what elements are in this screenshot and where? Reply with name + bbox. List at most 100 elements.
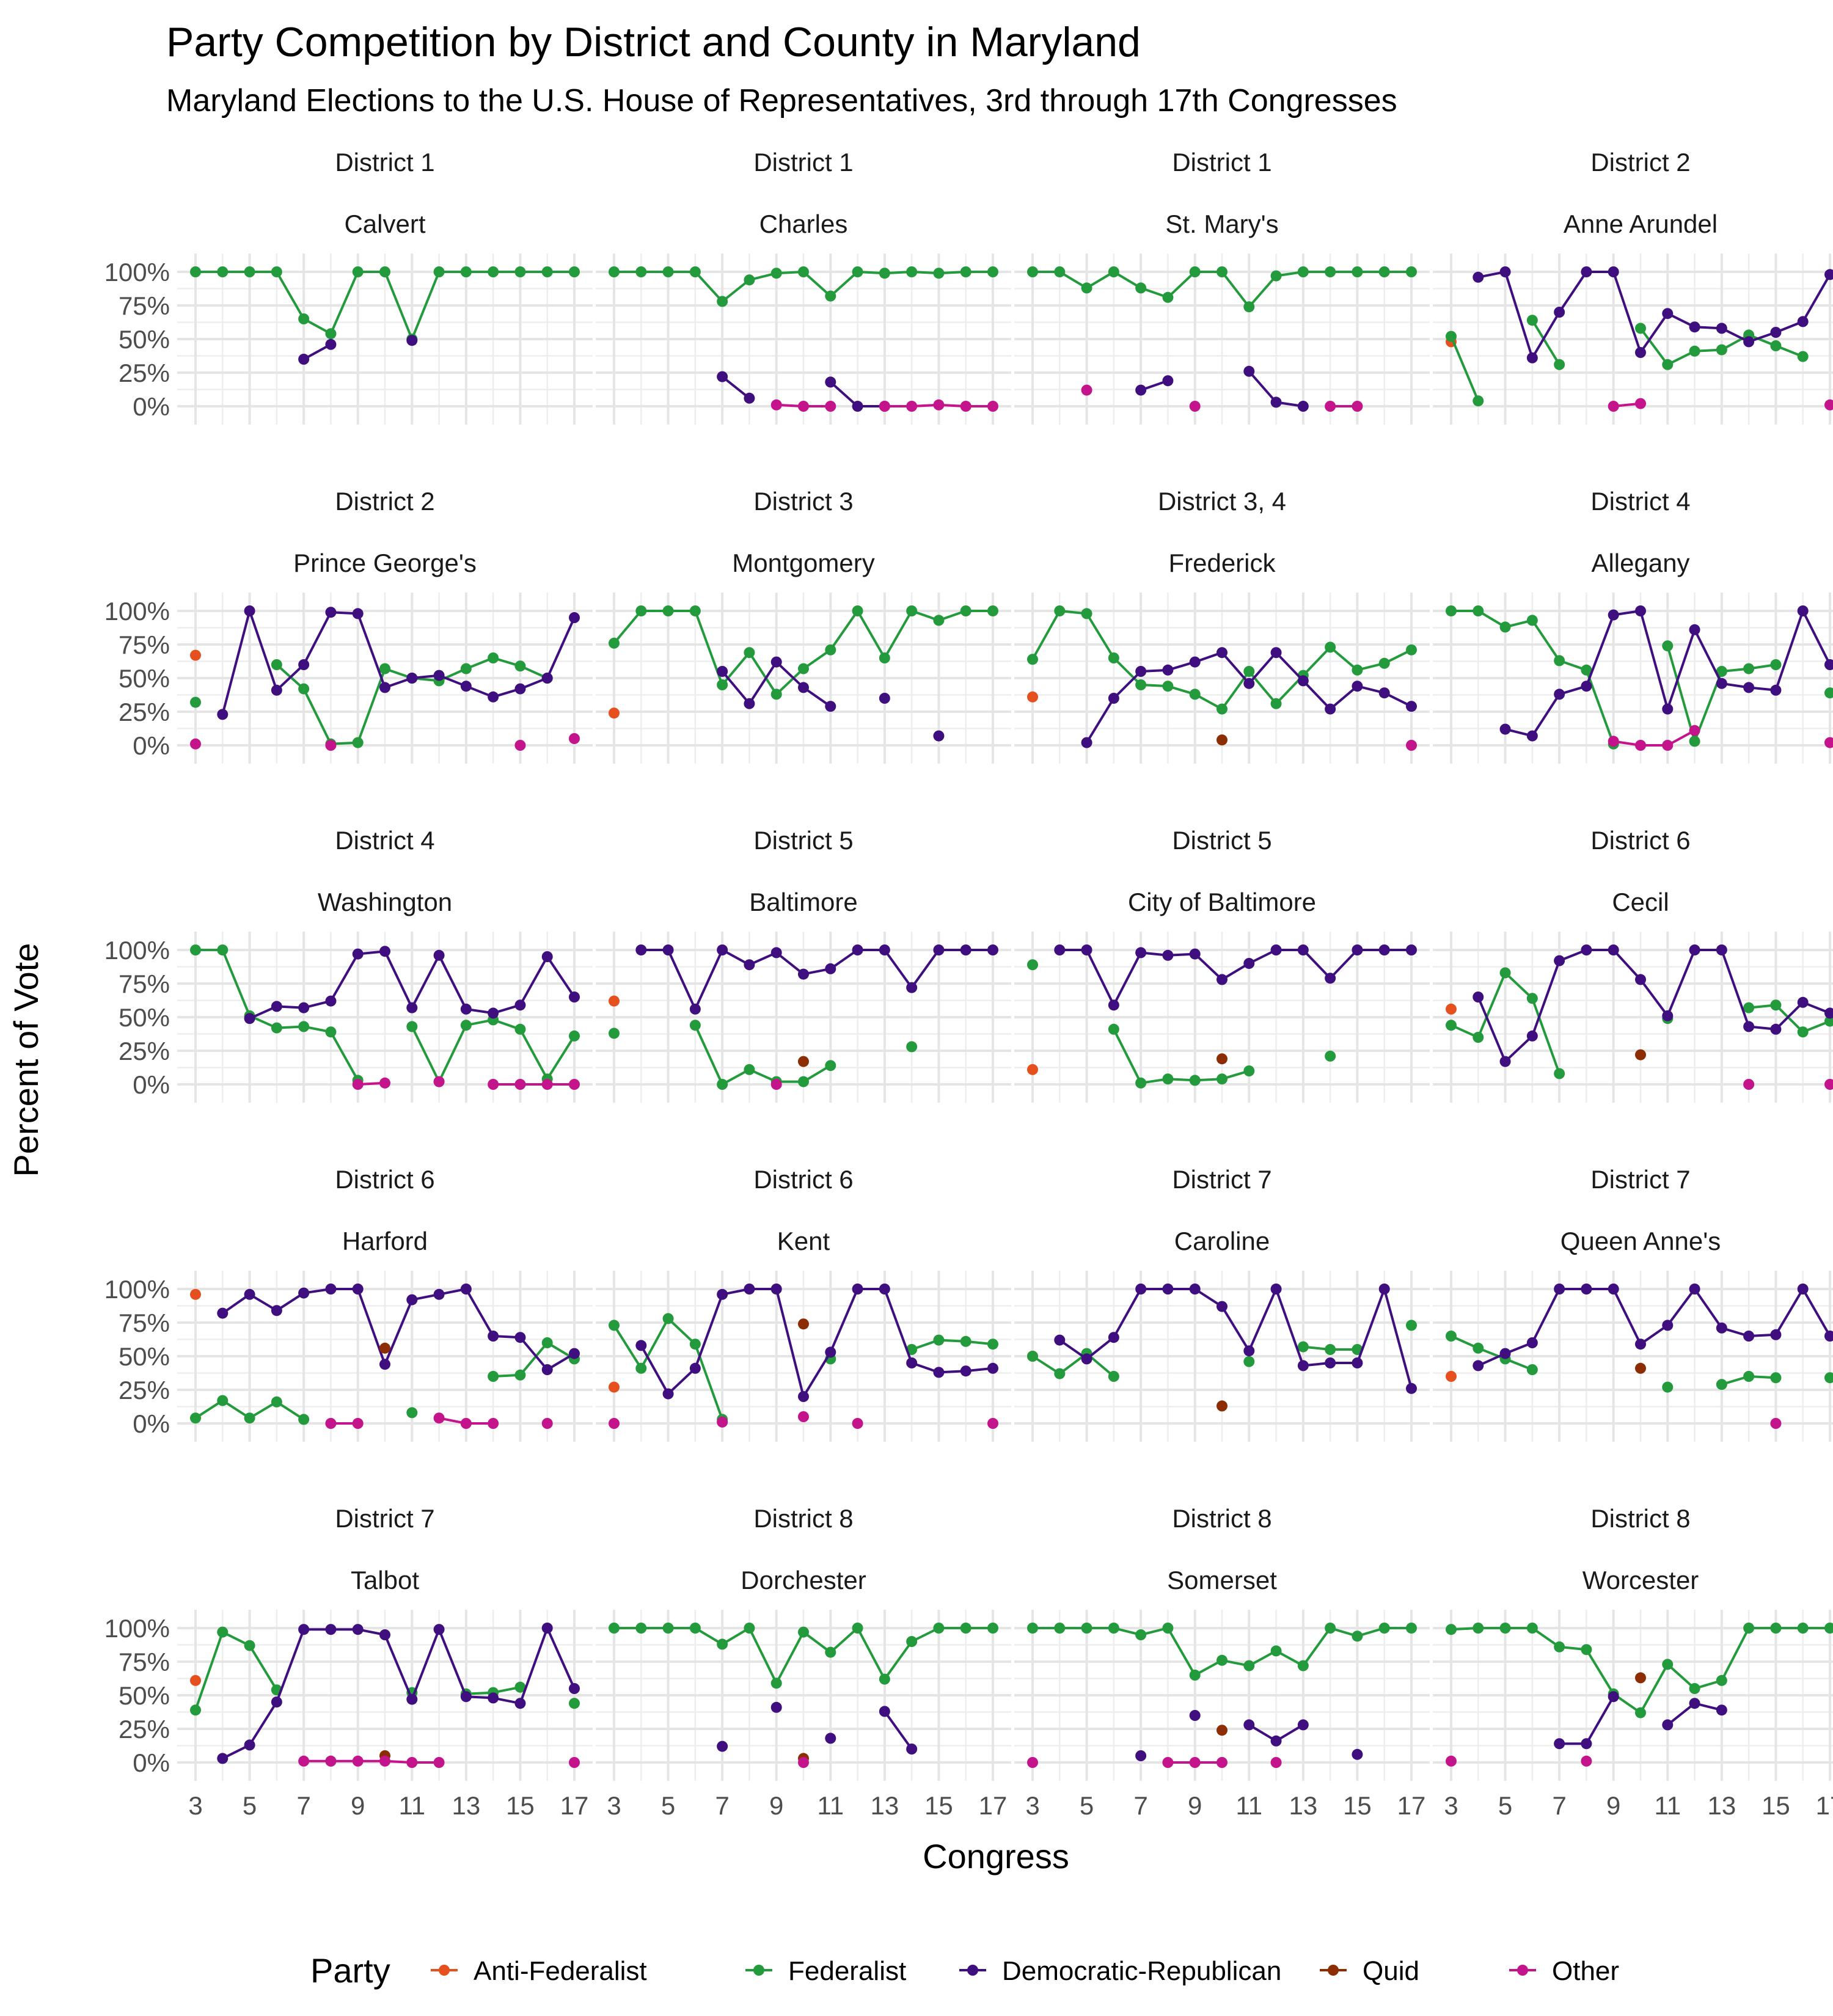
data-point <box>514 740 526 751</box>
data-point <box>1581 266 1592 277</box>
series-segment <box>1531 693 1561 737</box>
data-point <box>569 733 580 744</box>
x-tick-label: 7 <box>1133 1791 1147 1820</box>
data-point <box>744 274 755 286</box>
data-point <box>1662 1381 1674 1393</box>
series-democratic-republican <box>1054 944 1417 1011</box>
data-point <box>1189 1710 1201 1721</box>
data-point <box>1473 1032 1484 1043</box>
data-point <box>1635 740 1646 751</box>
series-segment <box>1639 978 1669 1017</box>
x-tick-label: 13 <box>1707 1791 1736 1820</box>
series-quid <box>1217 1725 1227 1736</box>
data-point <box>1770 1418 1782 1429</box>
data-point <box>1581 1284 1592 1295</box>
x-tick-label: 17 <box>979 1791 1008 1820</box>
data-point <box>514 1369 526 1381</box>
data-point <box>190 266 201 277</box>
data-point <box>609 266 620 277</box>
series-segment <box>1112 1028 1143 1084</box>
data-point <box>1581 1755 1592 1767</box>
data-point <box>569 1079 580 1090</box>
series-democratic-republican <box>217 605 580 720</box>
data-point <box>1499 621 1511 633</box>
series-segment <box>546 1034 576 1081</box>
data-point <box>1473 992 1484 1003</box>
data-point <box>1473 605 1484 616</box>
x-tick-label: 9 <box>1606 1791 1620 1820</box>
series-anti-federalist <box>190 1675 201 1686</box>
data-point <box>1217 1073 1227 1085</box>
data-point <box>1162 664 1174 676</box>
series-segment <box>302 687 332 745</box>
panel-district-4-allegany: District 4 Allegany <box>1433 487 1833 764</box>
data-point <box>689 1623 701 1634</box>
data-point <box>744 1284 755 1295</box>
series-segment <box>329 952 359 1003</box>
panel-district-1-st-mary-s: District 1 St. Mary's <box>1014 148 1430 425</box>
data-point <box>541 673 553 684</box>
data-point <box>744 392 755 404</box>
legend-item-democratic-republican: Democratic-Republican <box>959 1956 1281 1986</box>
data-point <box>217 1753 229 1764</box>
series-segment <box>802 1351 832 1398</box>
series-segment <box>1275 1288 1304 1367</box>
series-segment <box>221 949 251 1017</box>
data-point <box>190 1675 201 1686</box>
data-point <box>1446 1755 1457 1767</box>
panel-district-label: District 6 <box>1590 826 1690 855</box>
data-point <box>1027 266 1038 277</box>
series-segment <box>1248 670 1278 705</box>
data-point <box>770 1079 782 1090</box>
data-point <box>960 266 971 277</box>
panel-district-label: District 1 <box>753 148 853 177</box>
panel-district-label: District 4 <box>1590 487 1690 516</box>
series-segment <box>1112 951 1143 1007</box>
chart-subtitle: Maryland Elections to the U.S. House of … <box>166 83 1397 119</box>
series-anti-federalist <box>190 649 201 661</box>
data-point <box>352 1284 364 1295</box>
series-segment <box>1666 1702 1696 1726</box>
y-tick-label: 75% <box>119 970 170 998</box>
series-segment <box>356 667 386 744</box>
series-quid <box>1217 1053 1227 1065</box>
x-tick-label: 3 <box>188 1791 202 1820</box>
data-point <box>1081 608 1092 619</box>
series-quid <box>1635 1362 1646 1374</box>
data-point <box>1189 1757 1201 1768</box>
series-segment <box>1301 679 1332 710</box>
data-point <box>1499 1623 1511 1634</box>
data-point <box>1325 1623 1336 1634</box>
series-segment <box>1693 628 1723 685</box>
data-point <box>433 670 445 681</box>
series-quid <box>1217 734 1227 746</box>
series-federalist <box>609 266 998 307</box>
data-point <box>1743 1371 1755 1382</box>
series-segment <box>693 1024 724 1086</box>
data-point <box>852 1418 863 1429</box>
data-point <box>717 679 728 690</box>
data-point <box>1325 1357 1336 1368</box>
data-point <box>244 266 255 277</box>
data-point <box>1662 703 1674 715</box>
data-point <box>1217 734 1227 746</box>
data-point <box>514 683 526 695</box>
data-point <box>325 1026 337 1038</box>
series-segment <box>248 1701 278 1747</box>
data-point <box>1027 691 1038 703</box>
data-point <box>1824 659 1833 670</box>
data-point <box>933 1367 945 1378</box>
panel-county-label: Baltimore <box>749 888 857 916</box>
legend-key-point <box>439 1965 450 1976</box>
data-point <box>460 1020 472 1031</box>
data-point <box>1554 359 1565 370</box>
data-point <box>1770 684 1782 696</box>
data-point <box>1054 1334 1066 1346</box>
data-point <box>1162 291 1174 303</box>
data-point <box>879 1673 890 1685</box>
data-point <box>825 376 836 388</box>
series-quid <box>1217 1400 1227 1412</box>
data-point <box>1608 944 1619 955</box>
series-segment <box>1720 949 1751 1028</box>
data-point <box>352 1755 364 1767</box>
